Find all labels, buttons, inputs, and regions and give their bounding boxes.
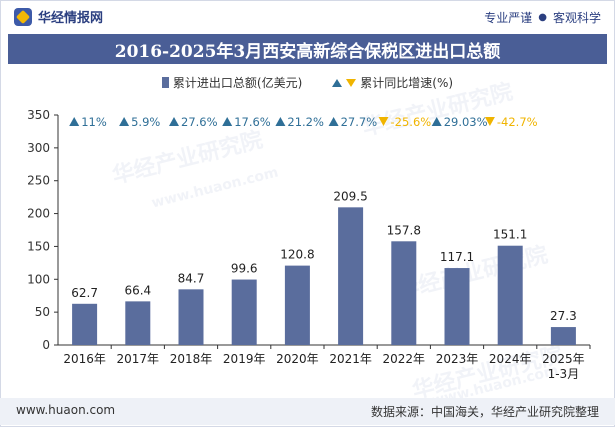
growth-up-icon xyxy=(119,117,130,126)
chart-title: 2016-2025年3月西安高新综合保税区进出口总额 xyxy=(114,41,501,62)
legend-label-bar: 累计进出口总额(亿美元) xyxy=(172,76,303,90)
triangle-down-icon xyxy=(346,78,357,87)
y-tick-label: 300 xyxy=(27,141,50,155)
growth-label: 29.03% xyxy=(444,115,488,129)
x-tick-label: 2024年 xyxy=(489,352,532,366)
x-tick-label: 2020年 xyxy=(276,352,319,366)
bullet-dot-icon: ● xyxy=(538,12,547,23)
chart-title-bar: 2016-2025年3月西安高新综合保税区进出口总额 xyxy=(8,34,607,64)
triangle-up-icon xyxy=(332,78,343,87)
data-label: 157.8 xyxy=(387,223,421,237)
bar xyxy=(72,303,98,345)
footer-url[interactable]: www.huaon.com xyxy=(16,403,116,417)
x-tick-label: 2016年 xyxy=(63,352,106,366)
data-label: 151.1 xyxy=(493,228,527,242)
y-tick-label: 50 xyxy=(35,305,50,319)
data-label: 120.8 xyxy=(280,248,314,262)
bar-swatch-icon xyxy=(161,77,169,88)
bar xyxy=(125,301,151,345)
data-label: 62.7 xyxy=(71,286,98,300)
data-label: 209.5 xyxy=(333,189,367,203)
bar xyxy=(391,241,417,345)
growth-label: -25.6% xyxy=(391,115,432,129)
x-tick-label: 1-3月 xyxy=(548,367,580,381)
legend-label-growth: 累计同比增速(%) xyxy=(360,76,454,90)
growth-up-icon xyxy=(431,117,442,126)
growth-label: 17.6% xyxy=(234,115,271,129)
y-tick-label: 250 xyxy=(27,174,50,188)
data-label: 84.7 xyxy=(178,271,205,285)
data-label: 27.3 xyxy=(550,309,577,323)
growth-up-icon xyxy=(222,117,233,126)
bar xyxy=(178,289,204,345)
growth-label: -42.7% xyxy=(497,115,538,129)
growth-label: 21.2% xyxy=(287,115,324,129)
bar xyxy=(497,245,523,345)
y-tick-label: 350 xyxy=(27,108,50,122)
data-label: 99.6 xyxy=(231,262,258,276)
slogan: 专业严谨 ● 客观科学 xyxy=(484,9,601,26)
y-tick-label: 100 xyxy=(27,272,50,286)
growth-label: 27.6% xyxy=(181,115,218,129)
legend-item-bar: 累计进出口总额(亿美元) xyxy=(161,74,303,91)
footer-source: 数据来源：中国海关，华经产业研究院整理 xyxy=(370,405,599,419)
slogan-right: 客观科学 xyxy=(552,11,601,25)
x-tick-label: 2021年 xyxy=(329,352,372,366)
growth-down-icon xyxy=(378,117,389,126)
x-tick-label: 2023年 xyxy=(436,352,479,366)
brand[interactable]: 华经情报网 xyxy=(14,7,103,26)
x-tick-label: 2019年 xyxy=(223,352,266,366)
x-tick-label: 2025年 xyxy=(542,352,585,366)
growth-down-icon xyxy=(484,117,495,126)
growth-label: 11% xyxy=(81,115,107,129)
legend-item-growth: 累计同比增速(%) xyxy=(332,74,453,91)
bar xyxy=(550,327,576,345)
x-tick-label: 2022年 xyxy=(383,352,426,366)
bar-chart: 0 50 100 150 200 250 300 350 62.7 2016年 66.4 2017年 8… xyxy=(27,108,591,381)
x-tick-label: 2018年 xyxy=(170,352,213,366)
growth-label: 5.9% xyxy=(131,115,160,129)
slogan-left: 专业严谨 xyxy=(484,11,533,25)
growth-up-icon xyxy=(169,117,179,126)
growth-up-icon xyxy=(328,117,339,126)
huajing-logo-icon xyxy=(14,7,32,26)
top-bar: 华经情报网 专业严谨 ● 客观科学 xyxy=(0,0,615,32)
data-label: 117.1 xyxy=(440,250,474,264)
bar xyxy=(338,207,364,345)
brand-name: 华经情报网 xyxy=(38,11,104,26)
bar xyxy=(444,268,470,345)
bar xyxy=(231,279,257,345)
y-tick-label: 0 xyxy=(42,338,50,352)
chart-legend: 累计进出口总额(亿美元) 累计同比增速(%) xyxy=(0,74,615,91)
footer: www.huaon.com 数据来源：中国海关，华经产业研究院整理 xyxy=(0,398,615,425)
bar xyxy=(284,265,310,345)
growth-up-icon xyxy=(69,117,80,126)
growth-label: 27.7% xyxy=(341,115,378,129)
data-label: 66.4 xyxy=(124,283,151,297)
y-tick-label: 150 xyxy=(27,239,50,253)
growth-up-icon xyxy=(275,117,286,126)
y-tick-label: 200 xyxy=(27,207,50,221)
x-tick-label: 2017年 xyxy=(117,352,160,366)
